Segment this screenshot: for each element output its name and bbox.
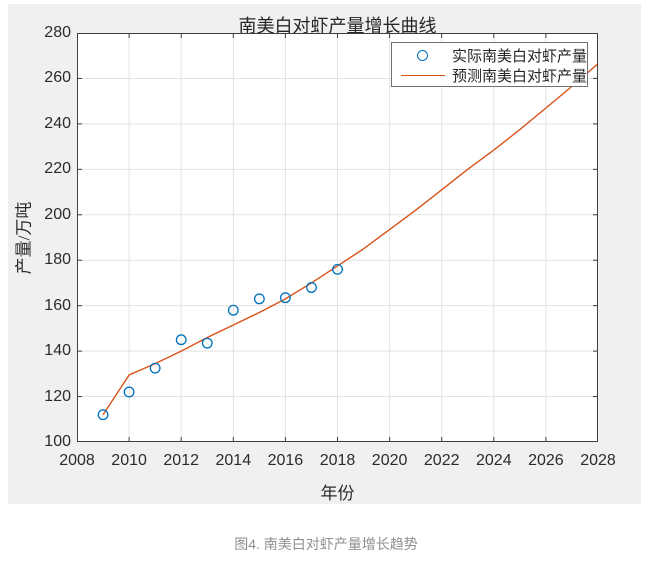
y-tick-label: 160: [44, 296, 71, 314]
x-tick-label: 2010: [111, 452, 147, 469]
x-tick-label: 2028: [580, 452, 616, 469]
x-tick-label: 2018: [319, 452, 356, 469]
legend: 实际南美白对虾产量 预测南美白对虾产量: [391, 42, 588, 87]
x-tick-label: 2008: [59, 452, 95, 469]
legend-marker-cell: [400, 74, 446, 76]
x-tick-label: 2016: [267, 452, 304, 469]
legend-entry-actual: 实际南美白对虾产量: [392, 45, 587, 65]
y-tick-label: 120: [44, 387, 71, 405]
legend-entry-predicted: 预测南美白对虾产量: [392, 65, 587, 85]
x-tick-label: 2014: [215, 452, 252, 469]
x-tick-label: 2022: [423, 452, 460, 469]
scatter-circle-marker-icon: [417, 49, 429, 61]
chart-title: 南美白对虾产量增长曲线: [238, 16, 437, 36]
x-tick-label: 2024: [476, 452, 512, 469]
y-tick-label: 200: [44, 205, 71, 223]
legend-label-actual: 实际南美白对虾产量: [451, 48, 587, 65]
x-tick-label: 2026: [528, 452, 564, 469]
x-axis-label: 年份: [320, 484, 355, 503]
y-tick-label: 180: [44, 251, 71, 269]
y-tick-label: 240: [44, 114, 71, 132]
legend-line-marker-icon: [400, 74, 445, 76]
x-tick-label: 2012: [163, 452, 199, 469]
y-tick-label: 140: [44, 342, 71, 360]
y-tick-label: 100: [44, 433, 71, 450]
legend-label-predicted: 预测南美白对虾产量: [451, 68, 587, 85]
x-tick-label: 2020: [371, 452, 408, 469]
legend-marker-cell: [400, 49, 446, 61]
y-tick-label: 220: [44, 160, 71, 178]
figure-caption: 图4. 南美白对虾产量增长趋势: [234, 536, 418, 552]
y-tick-label: 260: [44, 69, 71, 87]
y-tick-label: 280: [44, 24, 71, 41]
chart-canvas: [77, 33, 598, 442]
plot-area: [77, 33, 598, 442]
